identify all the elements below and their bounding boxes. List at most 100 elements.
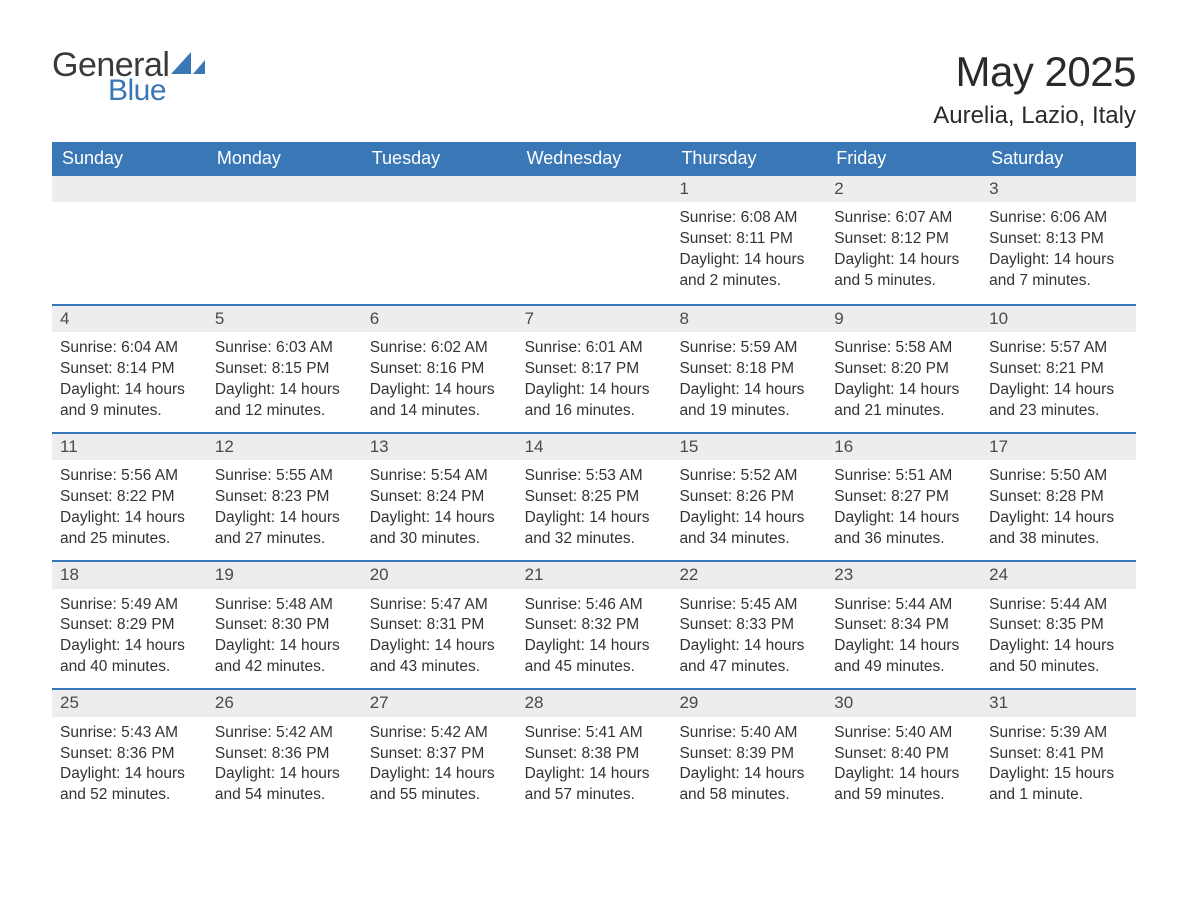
daylight-line2: and 5 minutes.: [834, 271, 973, 292]
daylight-line2: and 38 minutes.: [989, 529, 1128, 550]
daylight-line2: and 19 minutes.: [679, 401, 818, 422]
day-number: 8: [671, 306, 826, 332]
brand-word-blue: Blue: [108, 76, 169, 106]
daylight-line2: and 49 minutes.: [834, 657, 973, 678]
weekday-header: Tuesday: [362, 142, 517, 176]
week-row: 11Sunrise: 5:56 AMSunset: 8:22 PMDayligh…: [52, 432, 1136, 560]
sunrise-text: Sunrise: 5:45 AM: [679, 595, 818, 616]
daylight-line2: and 27 minutes.: [215, 529, 354, 550]
sunrise-text: Sunrise: 5:43 AM: [60, 723, 199, 744]
day-details: Sunrise: 6:07 AMSunset: 8:12 PMDaylight:…: [826, 202, 981, 302]
daylight-line1: Daylight: 14 hours: [834, 250, 973, 271]
day-cell: 11Sunrise: 5:56 AMSunset: 8:22 PMDayligh…: [52, 434, 207, 560]
daylight-line1: Daylight: 14 hours: [215, 636, 354, 657]
day-details: Sunrise: 5:55 AMSunset: 8:23 PMDaylight:…: [207, 460, 362, 560]
sunset-text: Sunset: 8:25 PM: [525, 487, 664, 508]
sunset-text: Sunset: 8:22 PM: [60, 487, 199, 508]
sunset-text: Sunset: 8:16 PM: [370, 359, 509, 380]
sunset-text: Sunset: 8:30 PM: [215, 615, 354, 636]
day-number: 4: [52, 306, 207, 332]
day-cell: [517, 176, 672, 304]
daylight-line1: Daylight: 14 hours: [215, 508, 354, 529]
location-text: Aurelia, Lazio, Italy: [933, 102, 1136, 130]
day-cell: 27Sunrise: 5:42 AMSunset: 8:37 PMDayligh…: [362, 690, 517, 816]
daylight-line1: Daylight: 14 hours: [215, 764, 354, 785]
daylight-line2: and 9 minutes.: [60, 401, 199, 422]
sunset-text: Sunset: 8:34 PM: [834, 615, 973, 636]
day-details: Sunrise: 5:49 AMSunset: 8:29 PMDaylight:…: [52, 589, 207, 689]
daylight-line1: Daylight: 14 hours: [60, 508, 199, 529]
day-number: 29: [671, 690, 826, 716]
day-number: 2: [826, 176, 981, 202]
day-details: Sunrise: 6:08 AMSunset: 8:11 PMDaylight:…: [671, 202, 826, 302]
day-details: Sunrise: 6:04 AMSunset: 8:14 PMDaylight:…: [52, 332, 207, 432]
day-cell: 19Sunrise: 5:48 AMSunset: 8:30 PMDayligh…: [207, 562, 362, 688]
sunrise-text: Sunrise: 5:44 AM: [989, 595, 1128, 616]
daylight-line2: and 14 minutes.: [370, 401, 509, 422]
sunset-text: Sunset: 8:37 PM: [370, 744, 509, 765]
day-cell: 25Sunrise: 5:43 AMSunset: 8:36 PMDayligh…: [52, 690, 207, 816]
day-cell: [207, 176, 362, 304]
sunset-text: Sunset: 8:36 PM: [215, 744, 354, 765]
day-cell: 21Sunrise: 5:46 AMSunset: 8:32 PMDayligh…: [517, 562, 672, 688]
week-row: 1Sunrise: 6:08 AMSunset: 8:11 PMDaylight…: [52, 176, 1136, 304]
day-details: Sunrise: 6:01 AMSunset: 8:17 PMDaylight:…: [517, 332, 672, 432]
day-details: Sunrise: 6:02 AMSunset: 8:16 PMDaylight:…: [362, 332, 517, 432]
sunrise-text: Sunrise: 6:03 AM: [215, 338, 354, 359]
sunrise-text: Sunrise: 5:49 AM: [60, 595, 199, 616]
sunrise-text: Sunrise: 5:40 AM: [679, 723, 818, 744]
day-details: Sunrise: 5:47 AMSunset: 8:31 PMDaylight:…: [362, 589, 517, 689]
daylight-line2: and 55 minutes.: [370, 785, 509, 806]
day-cell: 17Sunrise: 5:50 AMSunset: 8:28 PMDayligh…: [981, 434, 1136, 560]
daylight-line2: and 34 minutes.: [679, 529, 818, 550]
daylight-line1: Daylight: 14 hours: [989, 636, 1128, 657]
sunset-text: Sunset: 8:33 PM: [679, 615, 818, 636]
day-details: Sunrise: 5:57 AMSunset: 8:21 PMDaylight:…: [981, 332, 1136, 432]
daylight-line1: Daylight: 14 hours: [370, 636, 509, 657]
day-cell: 16Sunrise: 5:51 AMSunset: 8:27 PMDayligh…: [826, 434, 981, 560]
sunrise-text: Sunrise: 6:01 AM: [525, 338, 664, 359]
day-details: Sunrise: 5:45 AMSunset: 8:33 PMDaylight:…: [671, 589, 826, 689]
day-details: Sunrise: 5:39 AMSunset: 8:41 PMDaylight:…: [981, 717, 1136, 817]
daylight-line1: Daylight: 14 hours: [60, 380, 199, 401]
day-number: 30: [826, 690, 981, 716]
daylight-line1: Daylight: 14 hours: [525, 764, 664, 785]
sunrise-text: Sunrise: 5:52 AM: [679, 466, 818, 487]
sunrise-text: Sunrise: 6:06 AM: [989, 208, 1128, 229]
daylight-line1: Daylight: 14 hours: [834, 764, 973, 785]
sunset-text: Sunset: 8:41 PM: [989, 744, 1128, 765]
daylight-line2: and 40 minutes.: [60, 657, 199, 678]
day-cell: [362, 176, 517, 304]
day-details: Sunrise: 5:48 AMSunset: 8:30 PMDaylight:…: [207, 589, 362, 689]
day-details: Sunrise: 5:58 AMSunset: 8:20 PMDaylight:…: [826, 332, 981, 432]
day-cell: 28Sunrise: 5:41 AMSunset: 8:38 PMDayligh…: [517, 690, 672, 816]
sunset-text: Sunset: 8:18 PM: [679, 359, 818, 380]
day-details: Sunrise: 6:03 AMSunset: 8:15 PMDaylight:…: [207, 332, 362, 432]
daylight-line2: and 7 minutes.: [989, 271, 1128, 292]
sunrise-text: Sunrise: 5:47 AM: [370, 595, 509, 616]
daylight-line2: and 47 minutes.: [679, 657, 818, 678]
day-number: 9: [826, 306, 981, 332]
day-cell: 23Sunrise: 5:44 AMSunset: 8:34 PMDayligh…: [826, 562, 981, 688]
day-details: Sunrise: 5:42 AMSunset: 8:36 PMDaylight:…: [207, 717, 362, 817]
daylight-line1: Daylight: 14 hours: [370, 764, 509, 785]
weekday-header: Thursday: [671, 142, 826, 176]
day-details: Sunrise: 6:06 AMSunset: 8:13 PMDaylight:…: [981, 202, 1136, 302]
daylight-line1: Daylight: 14 hours: [215, 380, 354, 401]
sunset-text: Sunset: 8:35 PM: [989, 615, 1128, 636]
daylight-line2: and 32 minutes.: [525, 529, 664, 550]
daylight-line2: and 16 minutes.: [525, 401, 664, 422]
sunrise-text: Sunrise: 5:44 AM: [834, 595, 973, 616]
daylight-line1: Daylight: 14 hours: [525, 508, 664, 529]
sunrise-text: Sunrise: 5:57 AM: [989, 338, 1128, 359]
sunrise-text: Sunrise: 5:55 AM: [215, 466, 354, 487]
day-cell: 13Sunrise: 5:54 AMSunset: 8:24 PMDayligh…: [362, 434, 517, 560]
sunset-text: Sunset: 8:27 PM: [834, 487, 973, 508]
brand-text: General Blue: [52, 48, 169, 106]
sunrise-text: Sunrise: 5:40 AM: [834, 723, 973, 744]
sunset-text: Sunset: 8:31 PM: [370, 615, 509, 636]
day-number: 20: [362, 562, 517, 588]
sunset-text: Sunset: 8:15 PM: [215, 359, 354, 380]
daylight-line1: Daylight: 14 hours: [370, 508, 509, 529]
sunrise-text: Sunrise: 6:07 AM: [834, 208, 973, 229]
